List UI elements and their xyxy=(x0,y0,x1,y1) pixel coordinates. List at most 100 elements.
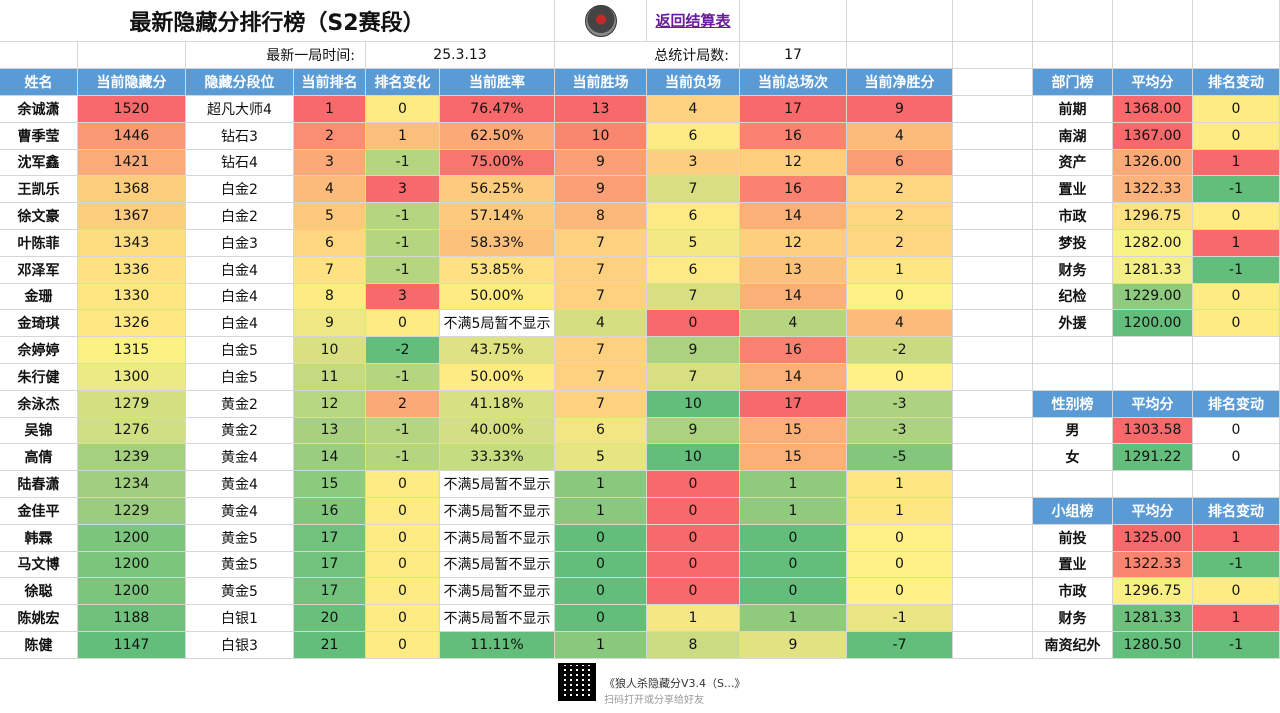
cell-total-games: 1 xyxy=(740,498,847,525)
cell-name: 吴锦 xyxy=(0,417,78,445)
cell-total-games: 17 xyxy=(740,390,847,418)
cell-losses: 0 xyxy=(647,310,740,338)
cell-rank: 15 xyxy=(294,471,366,498)
cell-hidden-score: 1200 xyxy=(78,551,186,579)
group-cell: 1322.33 xyxy=(1113,551,1193,579)
cell-rank: 14 xyxy=(294,444,366,472)
cell-total-games: 16 xyxy=(740,122,847,150)
cell-name: 邓泽军 xyxy=(0,256,78,284)
cell-net-score: 2 xyxy=(847,176,953,204)
cell-wins: 7 xyxy=(555,283,647,311)
cell-net-score: 4 xyxy=(847,310,953,338)
cell-net-score: -5 xyxy=(847,444,953,472)
cell-rank: 9 xyxy=(294,310,366,338)
cell-name: 金佳平 xyxy=(0,498,78,525)
dept-cell: -1 xyxy=(1193,256,1280,284)
cell-rank-tier: 白金5 xyxy=(186,337,294,364)
dept-cell: -1 xyxy=(1193,176,1280,204)
cell-name: 余泳杰 xyxy=(0,390,78,418)
group-cell: 财务 xyxy=(1033,605,1113,632)
group-cell: 1296.75 xyxy=(1113,578,1193,606)
dept-cell: 1282.00 xyxy=(1113,230,1193,257)
back-to-settlement-link[interactable]: 返回结算表 xyxy=(655,12,731,30)
cell-losses: 1 xyxy=(647,605,740,632)
cell-rank: 13 xyxy=(294,417,366,445)
cell-name: 徐聪 xyxy=(0,578,78,606)
cell-name: 陈姚宏 xyxy=(0,605,78,632)
qr-code-icon[interactable] xyxy=(558,663,596,701)
empty-cell xyxy=(953,203,1033,230)
empty-cell xyxy=(953,551,1033,579)
cell-total-games: 1 xyxy=(740,605,847,632)
empty-cell xyxy=(953,122,1033,150)
cell-total-games: 13 xyxy=(740,256,847,284)
cell-win-rate: 33.33% xyxy=(440,444,555,472)
cell-hidden-score: 1276 xyxy=(78,417,186,445)
cell-rank: 17 xyxy=(294,551,366,579)
group-cell: -1 xyxy=(1193,632,1280,659)
cell-losses: 0 xyxy=(647,524,740,552)
cell-hidden-score: 1229 xyxy=(78,498,186,525)
dept-cell: 前期 xyxy=(1033,96,1113,123)
cell-hidden-score: 1330 xyxy=(78,283,186,311)
cell-total-games: 9 xyxy=(740,632,847,659)
cell-losses: 0 xyxy=(647,578,740,606)
share-hint: 扫码打开或分享给好友 xyxy=(604,695,704,706)
cell-losses: 10 xyxy=(647,390,740,418)
dept-cell: 外援 xyxy=(1033,310,1113,338)
cell-rank-change: -1 xyxy=(366,364,440,391)
cell-rank-tier: 白金5 xyxy=(186,364,294,391)
cell-losses: 7 xyxy=(647,176,740,204)
header-rank-change: 排名变化 xyxy=(366,69,440,96)
cell-rank-tier: 钻石4 xyxy=(186,149,294,177)
cell-rank: 2 xyxy=(294,122,366,150)
group-cell: 1 xyxy=(1193,605,1280,632)
group-cell: 置业 xyxy=(1033,551,1113,579)
cell-total-games: 16 xyxy=(740,337,847,364)
empty-cell xyxy=(953,605,1033,632)
cell-rank-change: 0 xyxy=(366,605,440,632)
dept-cell: 1281.33 xyxy=(1113,256,1193,284)
empty-cell xyxy=(953,96,1033,123)
cell-wins: 1 xyxy=(555,498,647,525)
header-rank: 当前排名 xyxy=(294,69,366,96)
dept-cell: 1368.00 xyxy=(1113,96,1193,123)
dept-cell: 南湖 xyxy=(1033,122,1113,150)
cell-net-score: -2 xyxy=(847,337,953,364)
cell-rank-tier: 黄金2 xyxy=(186,417,294,445)
empty-cell xyxy=(953,69,1033,96)
cell-wins: 7 xyxy=(555,230,647,257)
cell-rank: 5 xyxy=(294,203,366,230)
header-hidden-score: 当前隐藏分 xyxy=(78,69,186,96)
gender-header-2: 排名变动 xyxy=(1193,390,1280,418)
gender-cell: 男 xyxy=(1033,417,1113,445)
cell-name: 徐文豪 xyxy=(0,203,78,230)
cell-rank-change: 3 xyxy=(366,283,440,311)
empty-cell xyxy=(847,0,953,42)
cell-rank: 11 xyxy=(294,364,366,391)
cell-net-score: 0 xyxy=(847,578,953,606)
cell-name: 金珊 xyxy=(0,283,78,311)
dept-cell: 资产 xyxy=(1033,149,1113,177)
cell-rank-change: -1 xyxy=(366,444,440,472)
cell-win-rate: 不满5局暂不显示 xyxy=(440,524,555,552)
cell-losses: 0 xyxy=(647,498,740,525)
empty-cell xyxy=(953,256,1033,284)
dept-cell: 财务 xyxy=(1033,256,1113,284)
empty-cell xyxy=(1033,471,1113,498)
cell-total-games: 14 xyxy=(740,203,847,230)
cell-win-rate: 57.14% xyxy=(440,203,555,230)
cell-total-games: 12 xyxy=(740,149,847,177)
cell-win-rate: 不满5局暂不显示 xyxy=(440,551,555,579)
empty-cell xyxy=(953,524,1033,552)
cell-total-games: 15 xyxy=(740,444,847,472)
gender-cell: 1303.58 xyxy=(1113,417,1193,445)
empty-cell xyxy=(953,337,1033,364)
cell-rank-tier: 白金3 xyxy=(186,230,294,257)
empty-cell xyxy=(953,364,1033,391)
cell-hidden-score: 1315 xyxy=(78,337,186,364)
empty-cell xyxy=(1193,337,1280,364)
cell-wins: 1 xyxy=(555,632,647,659)
cell-rank: 1 xyxy=(294,96,366,123)
dept-cell: 1296.75 xyxy=(1113,203,1193,230)
